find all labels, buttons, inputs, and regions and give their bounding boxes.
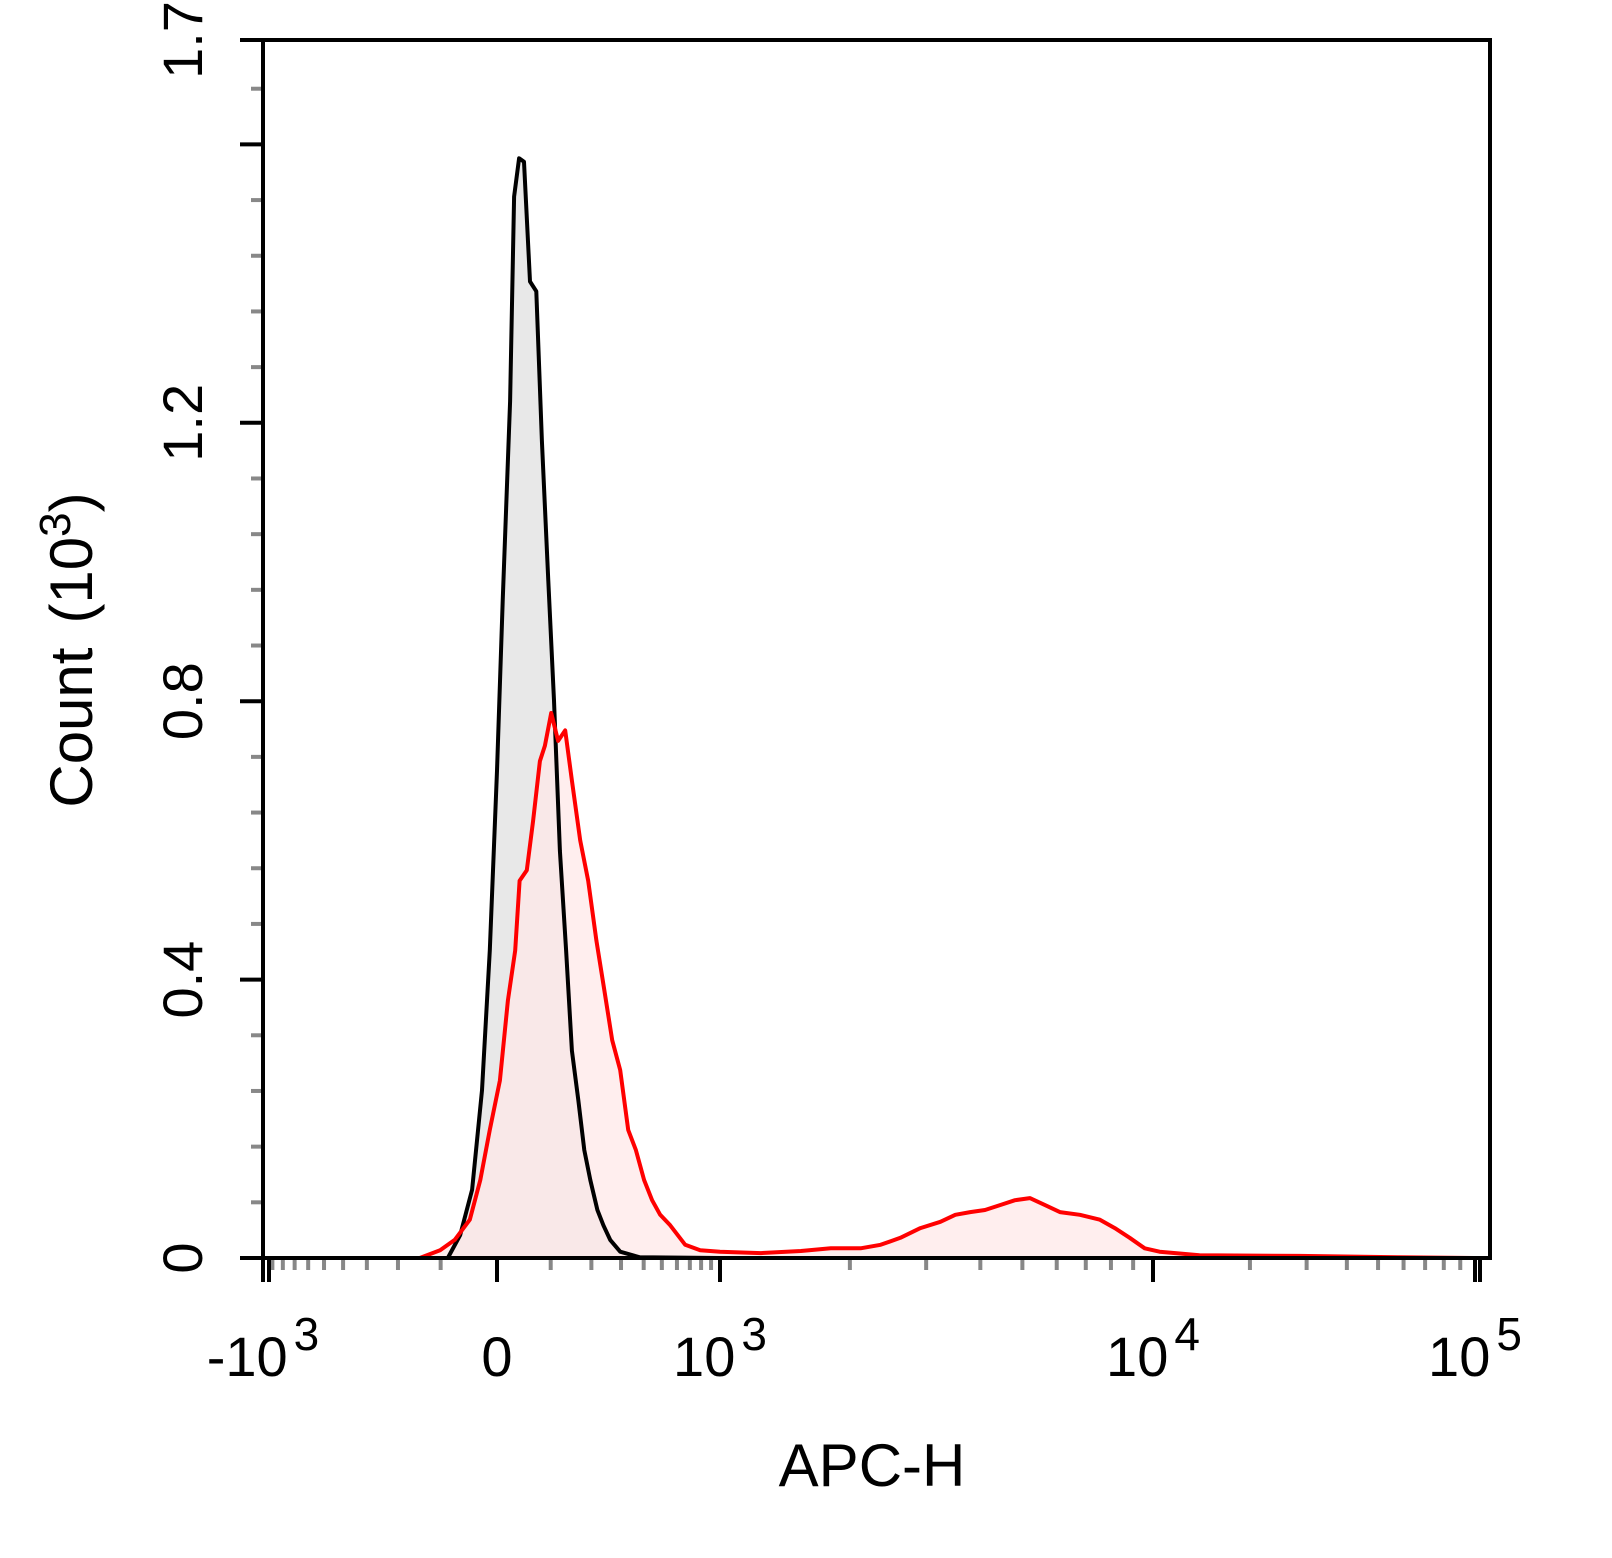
x-tick-label: -10 3 — [207, 1308, 320, 1388]
series-1-line — [446, 156, 721, 1260]
y-tick-label: 1.2 — [151, 384, 214, 462]
y-axis-unit-base: (10 — [38, 537, 105, 624]
y-axis-label: Count (103) — [31, 492, 105, 807]
x-tick-exp: 5 — [1496, 1308, 1522, 1360]
x-tick-base: 0 — [481, 1325, 512, 1388]
plot-frame — [261, 38, 1492, 1260]
x-tick-exp: 4 — [1174, 1308, 1200, 1360]
x-tick-label: 10 3 — [673, 1308, 767, 1388]
series-2-fill — [419, 713, 1474, 1258]
y-tick-label: 0.4 — [151, 941, 214, 1019]
x-tick-base: 10 — [673, 1325, 735, 1388]
x-tick-label: 10 5 — [1428, 1308, 1522, 1388]
tick-layer: 00.40.81.21.7-10 3 0 10 3 10 4 10 5 — [151, 1, 1522, 1388]
x-tick-exp: 3 — [294, 1308, 320, 1360]
y-tick-label: 0 — [151, 1242, 214, 1273]
y-tick-label: 1.7 — [151, 1, 214, 79]
x-tick-base: 10 — [1106, 1325, 1168, 1388]
x-axis-label: APC-H — [779, 1432, 966, 1499]
y-axis-label-text: Count — [38, 647, 105, 807]
x-tick-exp: 3 — [741, 1308, 767, 1360]
x-tick-base: 10 — [1428, 1325, 1490, 1388]
y-tick-label: 0.8 — [151, 662, 214, 740]
x-tick-base: -10 — [207, 1325, 288, 1388]
y-axis-unit-close: ) — [38, 492, 105, 512]
series-2-line — [418, 711, 1474, 1260]
x-tick-label: 0 — [481, 1325, 512, 1388]
y-axis-unit-exp: 3 — [31, 512, 80, 536]
series-layer — [418, 156, 1474, 1260]
x-tick-label: 10 4 — [1106, 1308, 1200, 1388]
